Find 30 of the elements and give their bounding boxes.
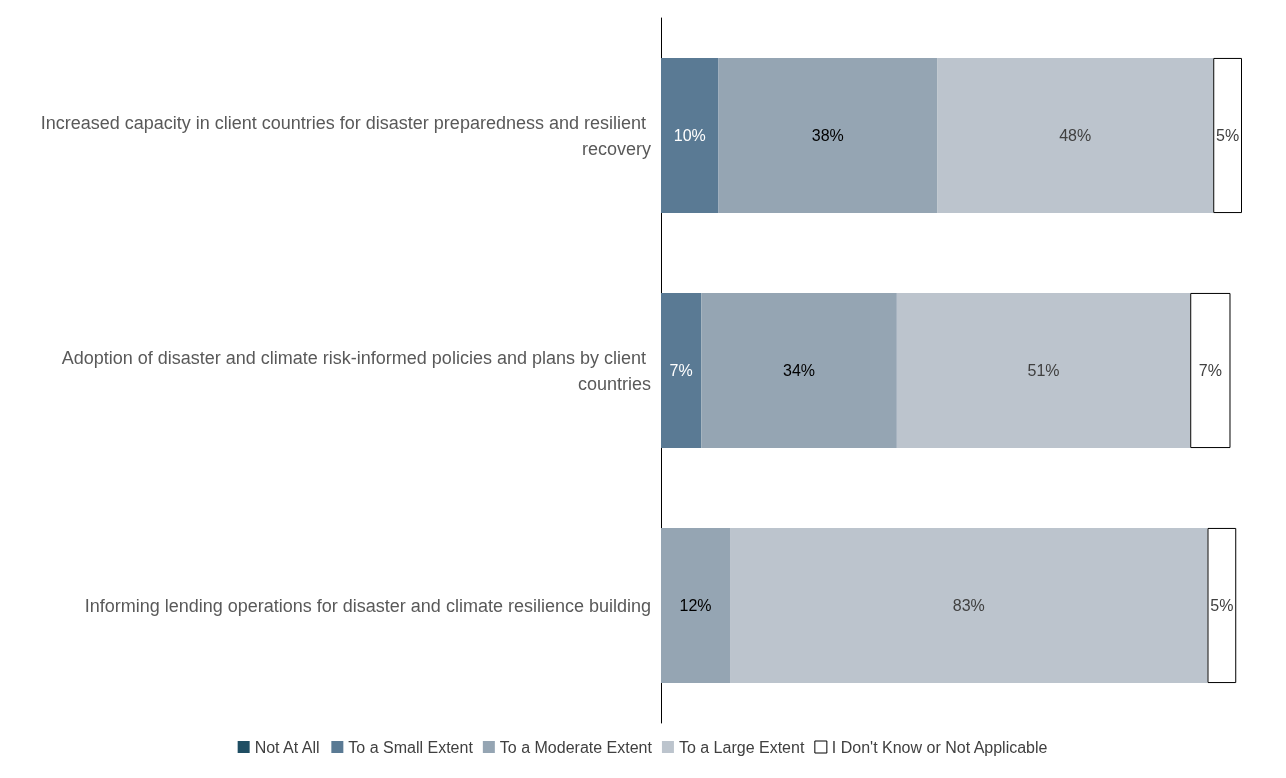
bar [937,57,1214,214]
y-tick-label: Adoption of disaster and climate risk-informed policies and plans by client countries [61,347,651,394]
data-label: 48% [1059,127,1092,144]
legend-label: To a Moderate Extent [499,738,653,756]
data-label: 34% [783,362,816,379]
bar [1213,57,1242,214]
data-label: 10% [673,127,706,144]
bar [661,57,719,214]
data-label: 5% [1216,127,1240,144]
legend-label: To a Large Extent [678,738,805,756]
legend-label: I Don't Know or Not Applicable [831,738,1048,756]
bar [896,292,1191,449]
bar [661,292,702,449]
legend-label: To a Small Extent [348,738,474,756]
y-tick-label: Informing lending operations for disaster and climate resilience building [84,595,651,616]
data-label: 7% [1198,362,1222,379]
data-label: 5% [1210,597,1234,614]
legend-label: Not At All [254,738,320,756]
data-label: 51% [1027,362,1060,379]
bar [701,292,897,449]
bar [661,527,731,684]
data-label: 38% [811,127,844,144]
data-label: 7% [669,362,693,379]
bar [1207,527,1237,684]
bar [718,57,938,214]
bar [730,527,1208,684]
data-label: 83% [952,597,985,614]
y-tick-label: Increased capacity in client countries for disaster preparedness and resilient recovery [40,112,651,159]
bar [1190,292,1231,449]
data-label: 12% [679,597,712,614]
